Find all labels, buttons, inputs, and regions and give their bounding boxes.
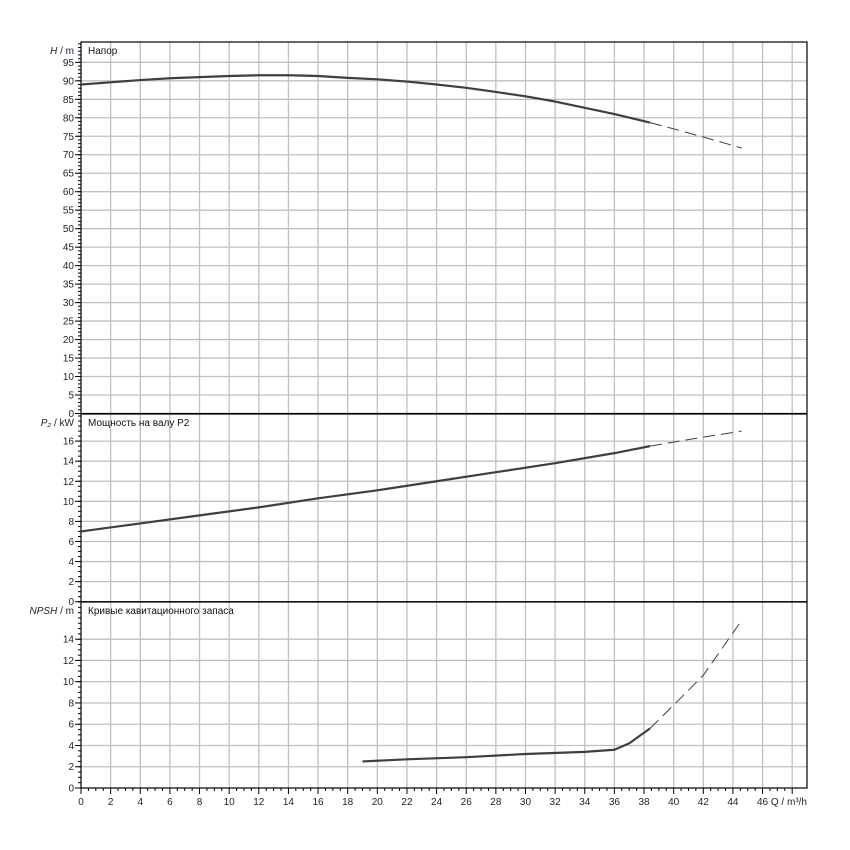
y-tick-label: 2 (68, 577, 74, 588)
y-tick-label: 25 (63, 317, 75, 328)
y-tick-label: 45 (63, 243, 75, 254)
x-tick-label: 32 (550, 797, 562, 808)
panel-title: Мощность на валу P2 (88, 418, 190, 429)
panel-frame (80, 413, 808, 603)
panel-title: Напор (88, 46, 118, 57)
y-tick-label: 55 (63, 206, 75, 217)
x-tick-label: 10 (224, 797, 236, 808)
x-tick-label: 20 (372, 797, 384, 808)
y-tick-label: 8 (68, 517, 74, 528)
x-tick-label: 2 (108, 797, 114, 808)
y-axis-label: H / m (50, 46, 74, 57)
x-tick-label: 38 (638, 797, 650, 808)
y-tick-label: 4 (68, 741, 74, 752)
y-tick-label: 8 (68, 698, 74, 709)
x-tick-label: 28 (490, 797, 502, 808)
y-axis-symbol: H (50, 46, 58, 57)
y-tick-label: 40 (63, 261, 75, 272)
y-axis-label: NPSH / m (30, 606, 74, 617)
x-tick-label: 4 (137, 797, 143, 808)
y-tick-label: 10 (63, 677, 75, 688)
y-tick-label: 65 (63, 169, 75, 180)
y-tick-label: 0 (68, 409, 74, 420)
x-tick-label: 18 (342, 797, 354, 808)
panel-frame (80, 601, 808, 789)
y-tick-label: 0 (68, 597, 74, 608)
y-axis-symbol: NPSH (30, 606, 59, 617)
x-tick-label: 46 (757, 797, 769, 808)
curve-solid (362, 727, 651, 763)
y-axis-label: P₂ / kW (41, 418, 75, 429)
y-tick-label: 80 (63, 113, 75, 124)
y-tick-label: 95 (63, 58, 75, 69)
panel-1: 0 5 10 15 20 25 30 35 40 45 50 55 60 65 70 75 80 85 90 95H … (50, 41, 808, 420)
x-tick-label: 16 (312, 797, 324, 808)
x-tick-label: 44 (727, 797, 739, 808)
curve-dashed (649, 122, 742, 149)
y-tick-label: 16 (63, 437, 75, 448)
y-tick-label: 20 (63, 335, 75, 346)
y-axis-unit: / m (57, 606, 74, 617)
y-tick-label: 70 (63, 150, 75, 161)
y-tick-label: 30 (63, 298, 75, 309)
x-tick-label: 12 (253, 797, 265, 808)
panel-title: Кривые кавитационного запаса (88, 606, 234, 617)
y-axis-unit: / kW (51, 418, 74, 429)
curve-dashed (649, 619, 743, 729)
panel-3: 0 2 4 6 8 10 12 14 NPSH / m Кривые кавитационного… (30, 601, 808, 795)
y-tick-label: 14 (63, 457, 75, 468)
y-tick-label: 10 (63, 372, 75, 383)
x-tick-label: 36 (609, 797, 621, 808)
y-axis-unit: / m (57, 46, 74, 57)
y-tick-label: 35 (63, 280, 75, 291)
x-tick-label: 8 (197, 797, 203, 808)
y-tick-label: 2 (68, 762, 74, 773)
y-tick-label: 50 (63, 224, 75, 235)
x-tick-label: 42 (698, 797, 710, 808)
y-tick-label: 75 (63, 132, 75, 143)
x-tick-label: 0 (78, 797, 84, 808)
y-axis-symbol: P₂ (41, 418, 52, 429)
curve-dashed (649, 430, 742, 447)
y-tick-label: 85 (63, 95, 75, 106)
x-tick-label: 26 (461, 797, 473, 808)
y-tick-label: 5 (68, 391, 74, 402)
y-tick-label: 60 (63, 187, 75, 198)
curve-solid (80, 74, 651, 124)
panel-2: 0 2 4 6 8 10 12 14 16 P₂ / kW Мощность на валу P2 (41, 413, 808, 608)
y-tick-label: 12 (63, 477, 75, 488)
x-axis-label: Q / m³/h (771, 797, 807, 808)
y-tick-label: 6 (68, 537, 74, 548)
x-tick-label: 22 (401, 797, 413, 808)
y-tick-label: 10 (63, 497, 75, 508)
x-tick-label: 40 (668, 797, 680, 808)
x-tick-label: 6 (167, 797, 173, 808)
y-tick-label: 0 (68, 784, 74, 795)
y-tick-label: 90 (63, 76, 75, 87)
curve-solid (80, 445, 651, 533)
x-tick-label: 14 (283, 797, 295, 808)
y-tick-label: 4 (68, 557, 74, 568)
y-tick-label: 14 (63, 635, 75, 646)
x-tick-label: 30 (520, 797, 532, 808)
y-tick-label: 6 (68, 720, 74, 731)
x-tick-label: 24 (431, 797, 443, 808)
y-tick-label: 12 (63, 656, 75, 667)
y-tick-label: 15 (63, 354, 75, 365)
x-tick-label: 34 (579, 797, 591, 808)
